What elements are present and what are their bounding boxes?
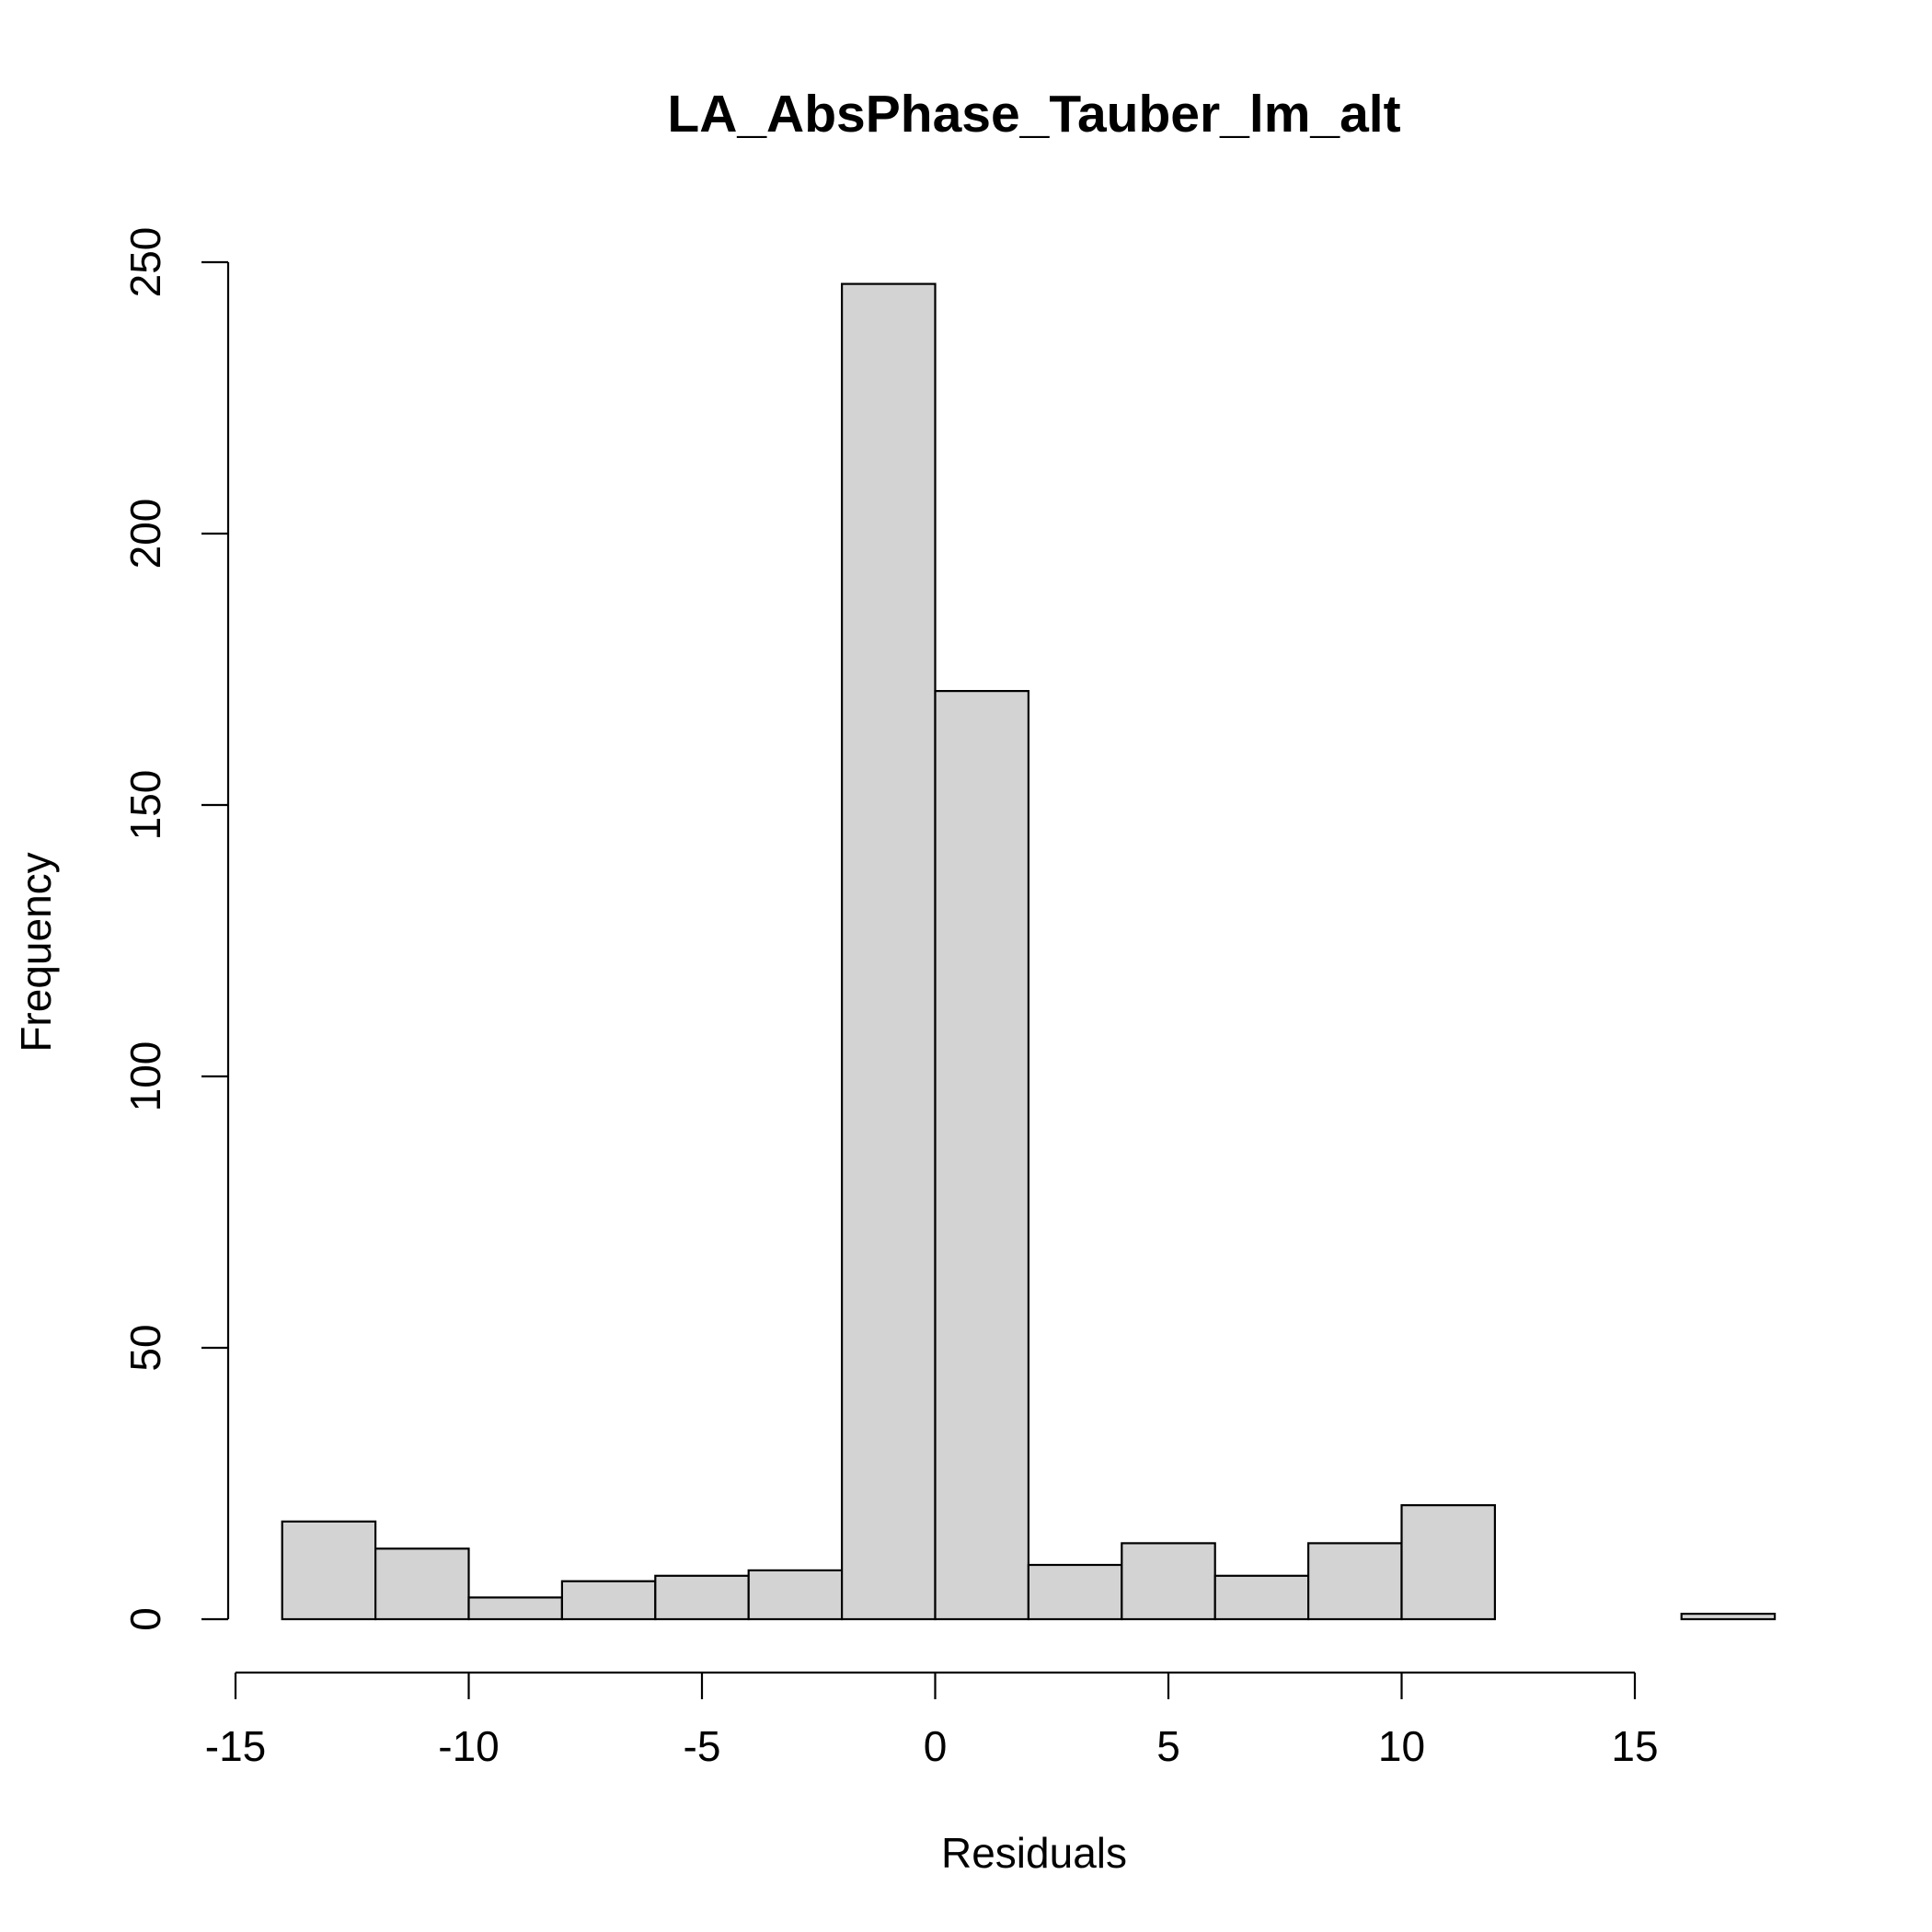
histogram-bar — [1213, 1574, 1310, 1621]
histogram-bar — [1027, 1563, 1123, 1621]
histogram-bar — [1306, 1542, 1403, 1621]
x-tick-label: -10 — [438, 1722, 499, 1770]
x-tick-label: -5 — [684, 1722, 721, 1770]
y-tick-label: 150 — [121, 770, 169, 841]
y-axis-label: Frequency — [12, 852, 60, 1052]
histogram-bar — [467, 1596, 564, 1621]
histogram-bar — [840, 282, 937, 1621]
x-tick-label: 15 — [1611, 1722, 1658, 1770]
y-tick-label: 0 — [121, 1607, 169, 1631]
histogram-bar — [654, 1574, 750, 1621]
histogram-bar — [934, 689, 1030, 1621]
histogram-bar — [374, 1547, 470, 1621]
histogram-bar — [1400, 1503, 1497, 1621]
y-tick-label: 50 — [121, 1324, 169, 1371]
x-axis-label: Residuals — [941, 1829, 1127, 1877]
y-tick-label: 100 — [121, 1041, 169, 1112]
x-tick-label: 5 — [1156, 1722, 1180, 1770]
x-tick-label: 10 — [1378, 1722, 1425, 1770]
x-axis: -15 -10 -5 0 5 10 15 — [205, 1671, 1659, 1770]
histogram-bar — [560, 1580, 657, 1621]
y-tick-label: 250 — [121, 227, 169, 298]
x-tick-label: 0 — [924, 1722, 948, 1770]
histogram-bar — [281, 1520, 377, 1621]
y-axis: 0 50 100 150 200 250 — [121, 227, 230, 1631]
chart-title: LA_AbsPhase_Tauber_lm_alt — [667, 85, 1400, 144]
histogram-bar — [747, 1569, 844, 1621]
histogram-bar — [1121, 1542, 1216, 1621]
histogram-bar — [1680, 1612, 1777, 1621]
histogram-bars — [281, 282, 1777, 1621]
x-tick-label: -15 — [205, 1722, 266, 1770]
y-tick-label: 200 — [121, 499, 169, 569]
